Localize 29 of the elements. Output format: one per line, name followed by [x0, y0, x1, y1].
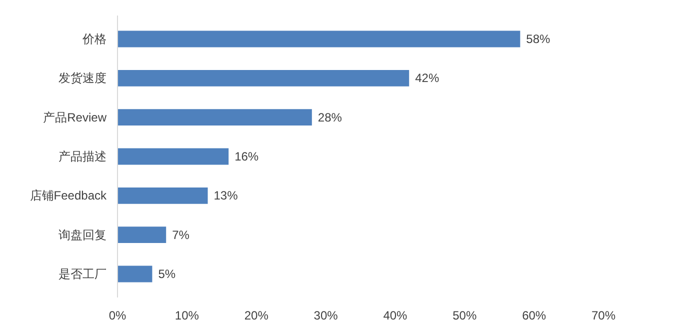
- y-tick-label: 发货速度: [58, 71, 106, 86]
- bar: [118, 266, 152, 282]
- y-tick-label: 是否工厂: [58, 267, 106, 281]
- x-tick-label: 60%: [522, 308, 546, 322]
- data-label: 28%: [318, 110, 342, 124]
- bar: [118, 226, 166, 244]
- y-tick-label: 产品Review: [43, 110, 107, 124]
- x-tick-label: 50%: [452, 308, 477, 322]
- data-label: 42%: [415, 71, 440, 86]
- bar: [118, 148, 229, 165]
- x-tick-label: 40%: [383, 308, 408, 322]
- data-label: 13%: [214, 188, 238, 203]
- y-tick-label: 店铺Feedback: [30, 188, 108, 203]
- x-tick-label: 20%: [244, 308, 269, 322]
- y-tick-label: 产品描述: [58, 150, 106, 164]
- x-tick-label: 0%: [108, 308, 126, 322]
- bar: [118, 70, 410, 86]
- data-label: 5%: [158, 267, 176, 281]
- data-label: 58%: [526, 32, 551, 46]
- bar: [118, 187, 208, 204]
- y-tick-label: 价格: [82, 32, 106, 46]
- y-tick-label: 询盘回复: [58, 228, 106, 242]
- x-tick-label: 70%: [591, 308, 616, 322]
- bar: [118, 30, 520, 48]
- bar: [118, 109, 312, 126]
- data-label: 7%: [172, 228, 190, 242]
- data-label: 16%: [234, 150, 259, 164]
- x-tick-label: 30%: [314, 308, 338, 322]
- x-tick-label: 10%: [174, 308, 200, 322]
